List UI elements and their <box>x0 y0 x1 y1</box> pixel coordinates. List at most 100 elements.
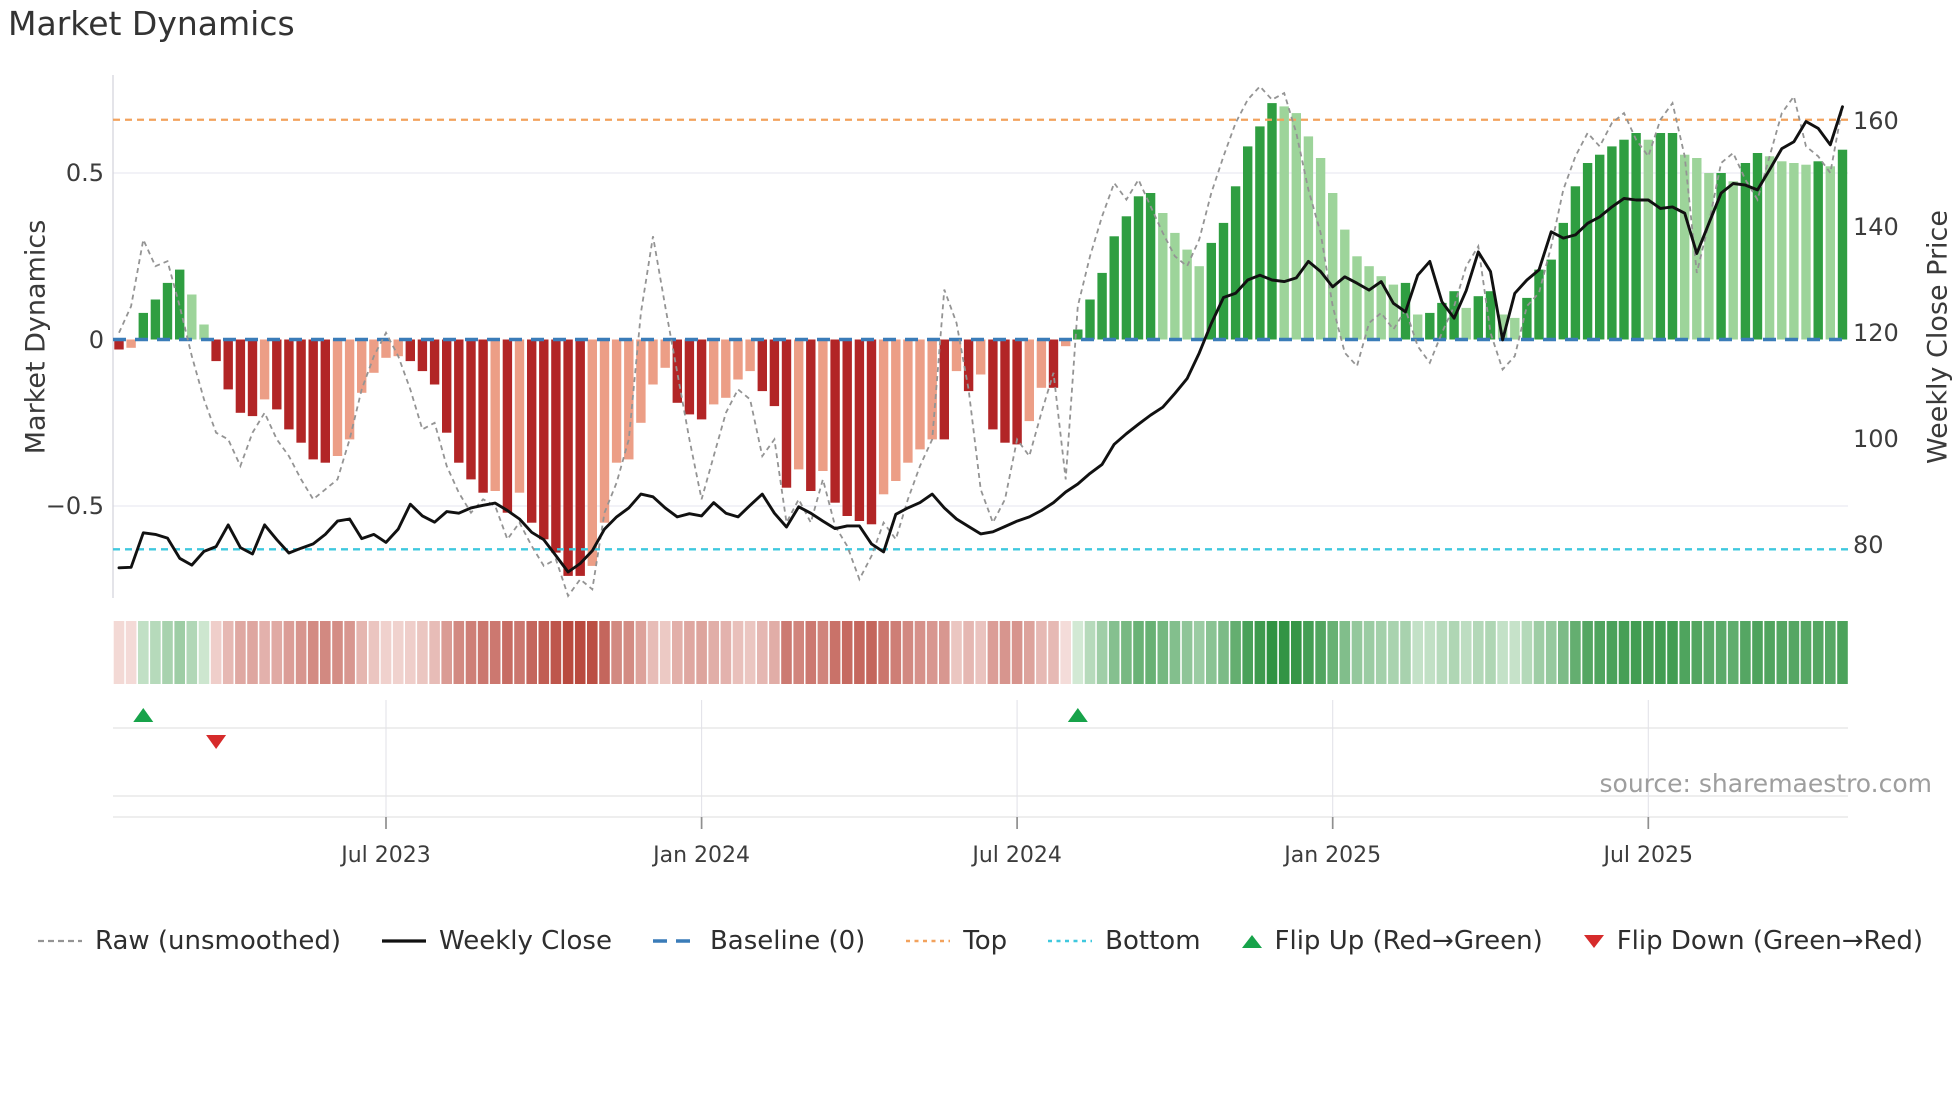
x-tick-label: Jul 2024 <box>972 843 1062 868</box>
heatmap-cell <box>1048 621 1059 684</box>
heatmap-cell <box>307 621 319 684</box>
legend-item-weekly: Weekly Close <box>381 926 612 956</box>
heatmap-cell <box>1764 621 1775 684</box>
heatmap-cell <box>417 621 428 684</box>
oscillator-bar <box>1643 139 1653 340</box>
heatmap-cell <box>1837 621 1848 684</box>
heatmap-cell <box>1436 621 1448 684</box>
oscillator-bar <box>1145 193 1156 340</box>
oscillator-bar <box>1522 297 1532 340</box>
legend-label: Baseline (0) <box>709 926 866 956</box>
heatmap-cell <box>344 621 355 684</box>
oscillator-bar <box>781 339 792 488</box>
heatmap-cell <box>1582 621 1593 684</box>
oscillator-bar <box>1194 266 1204 340</box>
oscillator-bar <box>963 339 974 392</box>
oscillator-bar <box>636 339 646 423</box>
baseline-legend-swatch-icon <box>652 939 697 943</box>
heatmap-cell <box>1448 621 1460 684</box>
top-legend-swatch-icon <box>906 939 951 943</box>
heatmap-cell <box>1351 621 1363 684</box>
heatmap-cell <box>1825 621 1836 684</box>
heatmap-cell <box>1570 621 1581 684</box>
legend-label: Raw (unsmoothed) <box>94 926 342 956</box>
oscillator-bar <box>1097 272 1107 340</box>
oscillator-bar <box>502 339 513 513</box>
heatmap-cell <box>489 621 501 684</box>
oscillator-bar <box>1510 317 1520 340</box>
oscillator-bars <box>114 103 1848 576</box>
oscillator-bar <box>259 339 270 400</box>
legend-item-bottom: Bottom <box>1047 926 1201 956</box>
heatmap-cell <box>902 621 914 684</box>
heatmap-cell <box>198 621 210 684</box>
heatmap-cell <box>1121 621 1132 684</box>
heatmap-cell <box>769 621 780 684</box>
oscillator-bar <box>1413 314 1423 340</box>
heatmap-cell <box>817 621 829 684</box>
oscillator-bar <box>417 339 428 372</box>
heatmap-cell <box>514 621 525 684</box>
oscillator-bar <box>854 339 865 521</box>
oscillator-bar <box>1352 256 1362 340</box>
heatmap-cell <box>1424 621 1436 684</box>
oscillator-bar <box>1716 173 1726 340</box>
oscillator-bar <box>1315 158 1326 340</box>
heatmap-cell <box>1254 621 1266 684</box>
oscillator-bar <box>1680 154 1690 340</box>
heatmap-cell <box>1339 621 1351 684</box>
heatmap-cell <box>1509 621 1521 684</box>
oscillator-bar <box>1230 186 1241 340</box>
heatmap-cell <box>1533 621 1545 684</box>
legend: Raw (unsmoothed) Weekly Close Baseline (0)… <box>0 926 1960 956</box>
oscillator-bar <box>1534 269 1544 340</box>
heatmap-cell <box>222 621 234 684</box>
oscillator-bar <box>1303 136 1314 340</box>
heatmap-cell <box>1400 621 1411 684</box>
plot-gridlines <box>112 75 1848 598</box>
raw-legend-swatch-icon <box>37 939 82 943</box>
oscillator-bar <box>818 339 828 471</box>
heatmap-cell <box>125 621 137 684</box>
oscillator-bar <box>1328 193 1338 340</box>
heatmap-cell <box>1060 621 1071 684</box>
oscillator-bar <box>199 324 209 340</box>
oscillator-bar <box>393 339 403 357</box>
heatmap-cell <box>1291 621 1302 684</box>
heatmap-cell <box>1072 621 1084 684</box>
raw-series-line <box>118 85 1844 598</box>
oscillator-bar <box>1582 163 1593 340</box>
heatmap-cell <box>987 621 999 684</box>
heatmap-cell <box>1667 621 1678 684</box>
heatmap-cell <box>405 621 416 684</box>
heatmap-cell <box>332 621 343 684</box>
heatmap-cell <box>1388 621 1399 684</box>
oscillator-bar <box>939 339 949 440</box>
oscillator-bar <box>1558 222 1568 340</box>
oscillator-bar <box>1182 249 1192 340</box>
heatmap-cell <box>1375 621 1387 684</box>
heatmap-cell <box>890 621 902 684</box>
heatmap-cell <box>368 621 380 684</box>
oscillator-bar <box>1388 284 1399 340</box>
oscillator-bar <box>211 339 221 362</box>
heatmap-cell <box>1521 621 1533 684</box>
heatmap-cell <box>1606 621 1618 684</box>
heatmap-cell <box>502 621 513 684</box>
legend-label: Top <box>963 926 1008 956</box>
heatmap-strip <box>113 621 1848 684</box>
heatmap-cell <box>1303 621 1314 684</box>
oscillator-bar <box>1158 213 1168 340</box>
oscillator-bar <box>624 339 634 460</box>
heatmap-cell <box>587 621 598 684</box>
heatmap-cell <box>1230 621 1241 684</box>
heatmap-cell <box>1108 621 1120 684</box>
heatmap-cell <box>926 621 938 684</box>
oscillator-bar <box>709 339 719 405</box>
oscillator-bar <box>187 294 197 340</box>
oscillator-bar <box>1607 146 1617 340</box>
oscillator-bar <box>769 339 780 407</box>
chart-title: Market Dynamics <box>8 4 295 43</box>
